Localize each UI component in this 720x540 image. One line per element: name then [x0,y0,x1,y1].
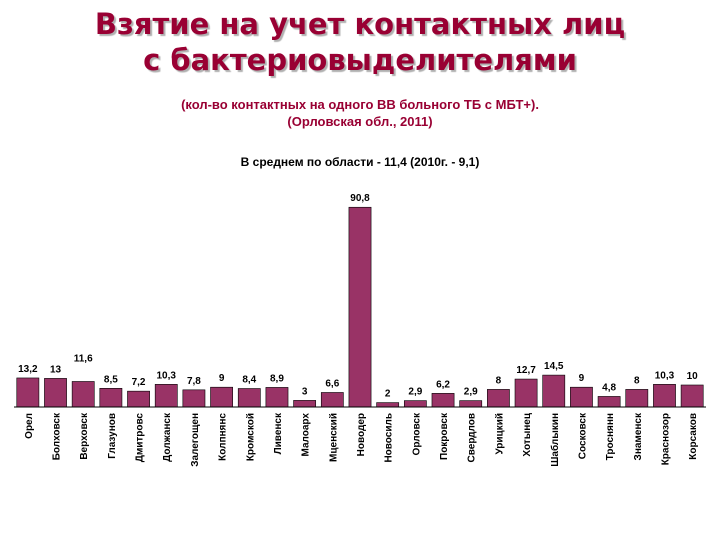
category-label-21: Сосковск [577,412,588,459]
category-label-7: Залегощен [190,413,201,467]
value-label-16: 6,2 [436,379,450,390]
subtitle-line-1: (кол-во контактных на одного ВВ больного… [181,97,539,112]
value-label-18: 8 [496,375,502,386]
bar-2 [44,378,67,408]
bar-16 [431,393,455,408]
category-label-10: Ливенск [273,412,284,454]
category-label-14: Новосиль [384,413,395,463]
average-note: В среднем по области - 11,4 (2010г. - 9,… [240,155,480,169]
value-label-22: 4,8 [602,382,616,393]
category-label-8: Колпнянс [218,413,229,461]
value-label-20: 14,5 [544,361,564,372]
category-label-18: Урицкий [494,413,505,455]
bar-11 [293,400,317,408]
value-label-1: 13,2 [18,364,38,375]
category-label-24: Краснозор [660,413,671,465]
value-label-15: 2,9 [408,387,422,398]
value-label-5: 7,2 [132,377,146,388]
subtitle-line-2: (Орловская обл., 2011) [287,114,433,129]
bar-1 [16,377,40,408]
title-line-2: с бактериовыделителями [143,43,577,77]
title-line-1: Взятие на учет контактных лиц [94,7,626,41]
category-label-11: Малоарх [301,413,312,457]
bar-17 [459,400,483,408]
bar-14 [376,402,400,408]
bar-22 [597,396,621,408]
category-label-15: Орловск [411,412,422,455]
bar-6 [154,384,178,408]
category-label-16: Покровск [439,412,450,460]
value-label-13: 90,8 [350,193,370,204]
category-label-1: Орел [24,413,35,439]
value-label-14: 2 [385,389,391,400]
category-label-3: Верховск [79,412,90,460]
bar-chart: 13,2 13 11,6 8,5 7,2 10,3 7,8 9 8,4 8,9 3 6,6 90,8 2 2… [14,193,706,467]
category-label-12: Мценский [328,413,339,462]
value-label-25: 10 [687,371,699,382]
bar-4 [99,388,123,408]
value-label-23: 8 [634,375,640,386]
bar-8 [210,386,233,408]
bar-13 [348,206,372,408]
value-label-2: 13 [50,364,62,375]
bar-9 [237,388,261,408]
bar-19 [514,378,538,408]
category-label-17: Свердлов [467,413,478,462]
bars-group [16,206,704,408]
bar-25 [680,384,704,408]
category-label-5: Дмитровс [135,413,146,463]
category-label-23: Знаменск [633,412,644,460]
value-label-4: 8,5 [104,374,118,385]
category-label-4: Глазунов [107,413,118,459]
value-label-11: 3 [302,386,308,397]
bar-3 [71,381,95,408]
category-label-25: Корсаков [688,413,699,460]
category-label-9: Кромской [245,413,256,461]
value-label-3: 11,6 [74,353,93,364]
bar-15 [403,400,427,408]
value-label-19: 12,7 [516,365,536,376]
category-label-13: Новодер [356,413,367,456]
chart-subtitle: (кол-во контактных на одного ВВ больного… [0,96,720,130]
category-label-19: Хотынец [522,412,533,456]
bar-18 [487,389,510,408]
value-label-24: 10,3 [655,370,675,381]
category-labels-group: Орел Болховск Верховск Глазунов Дмитровс Долж… [24,412,699,467]
bar-12 [320,392,344,408]
category-label-2: Болховск [52,412,63,460]
category-label-20: Шаблыкин [549,413,561,467]
value-label-21: 9 [579,373,585,384]
category-label-22: Троснянн [605,413,616,460]
value-label-17: 2,9 [464,387,478,398]
value-label-10: 8,9 [270,373,284,384]
bar-5 [127,390,150,408]
value-label-12: 6,6 [325,378,339,389]
value-labels-group: 13,2 13 11,6 8,5 7,2 10,3 7,8 9 8,4 8,9 3 6,6 90,8 2 2… [18,193,698,399]
bar-21 [570,386,593,408]
bar-20 [542,374,566,408]
chart-title: Взятие на учет контактных лиц с бактерио… [0,6,720,78]
bar-23 [625,389,649,408]
bar-7 [182,389,206,408]
value-label-6: 10,3 [157,370,177,381]
bar-10 [265,387,289,408]
value-label-7: 7,8 [187,376,201,387]
value-label-9: 8,4 [242,375,256,386]
value-label-8: 9 [219,373,225,384]
bar-24 [653,384,676,408]
category-label-6: Должанск [162,412,173,462]
